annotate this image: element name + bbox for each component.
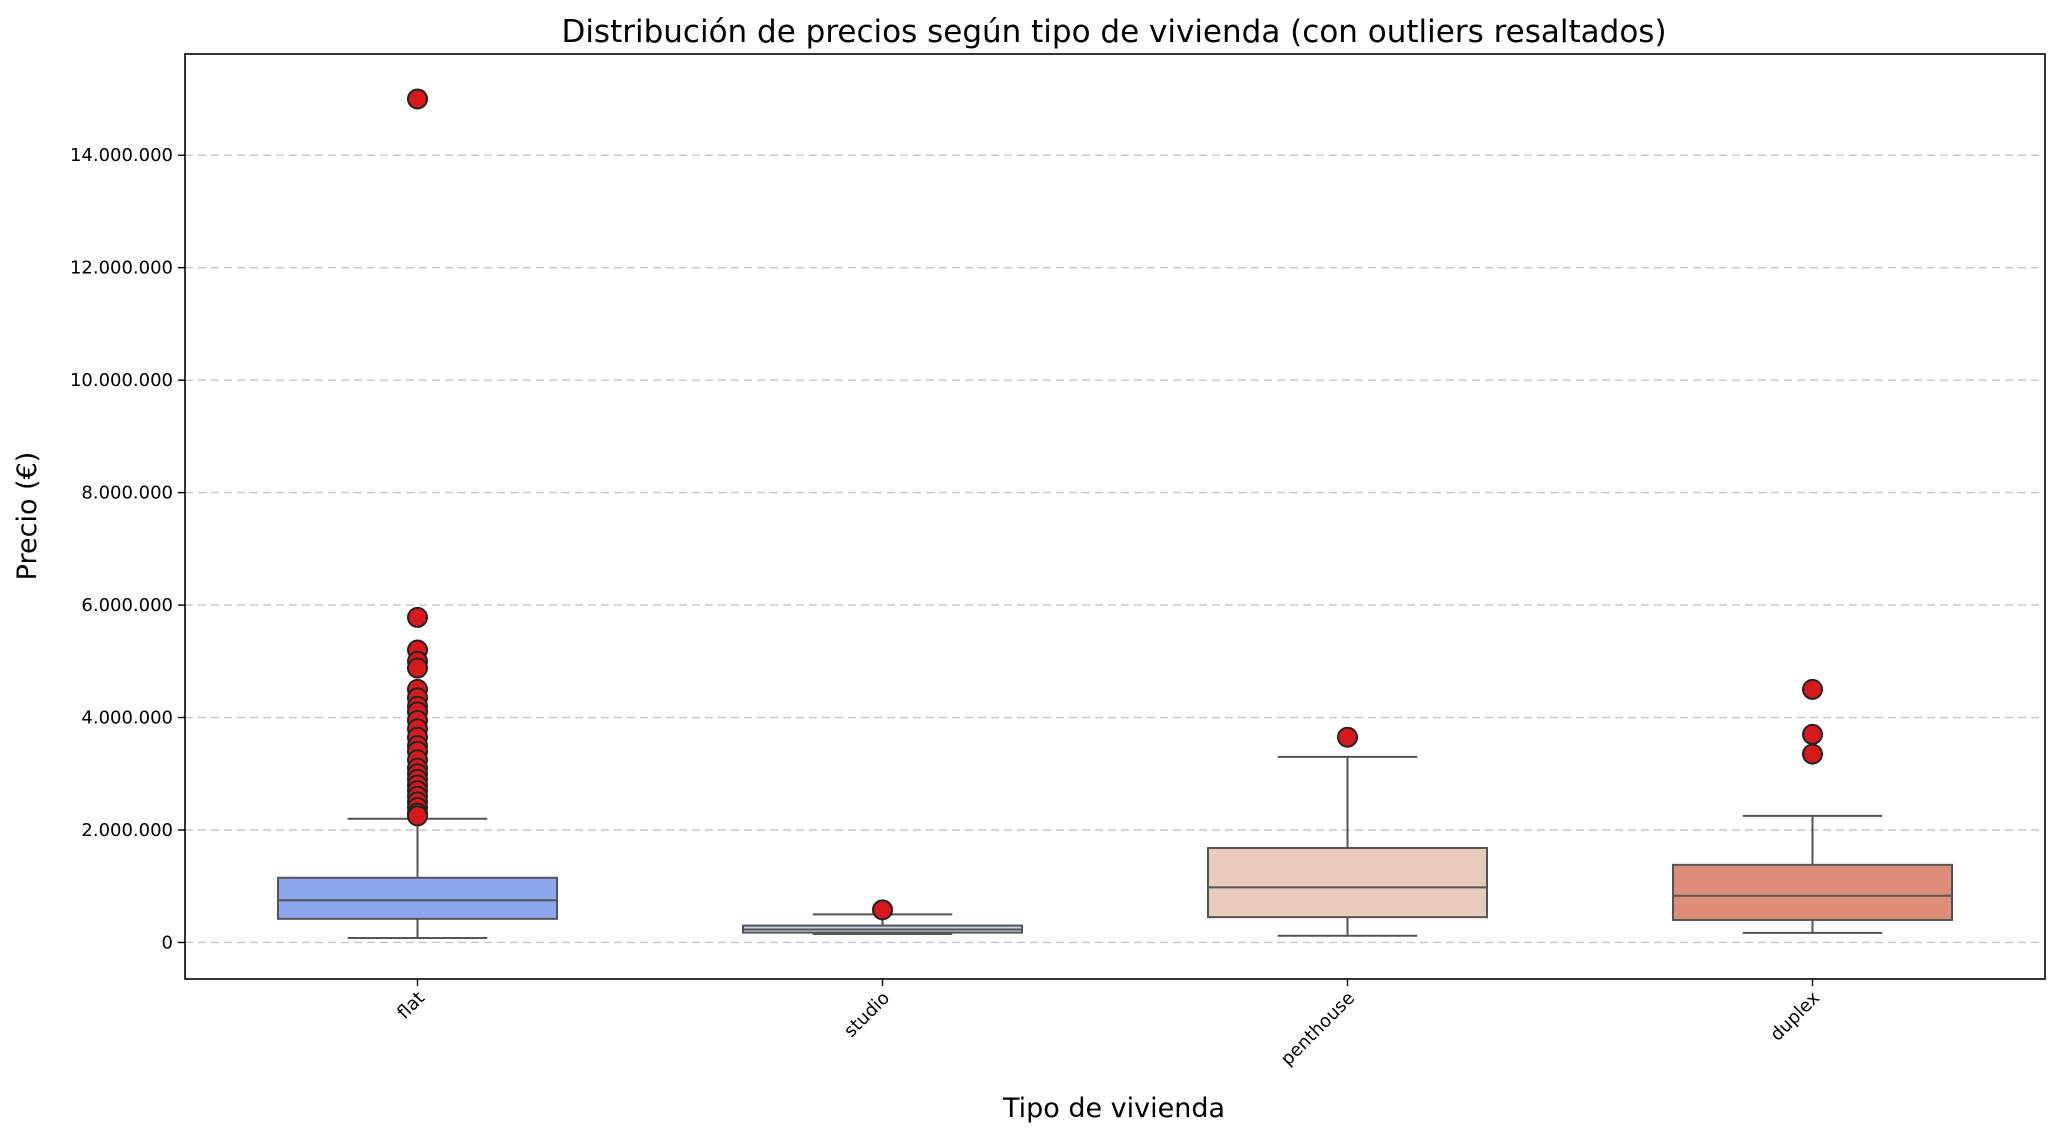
box-body [277,876,558,920]
y-tick-label: 10.000.000 [70,370,173,391]
outlier-point [407,606,428,628]
box-flat [277,88,558,939]
y-tick-label: 8.000.000 [81,483,173,504]
y-tick-label: 14.000.000 [70,145,173,166]
box-body [1672,863,1953,921]
box-body [1207,846,1488,919]
x-tick-label: flat [393,988,429,1024]
y-axis-ticks: 0 2.000.000 4.000.000 6.000.000 8.000.000 10.… [70,145,185,953]
y-tick-label: 4.000.000 [81,708,173,729]
y-tick-label: 2.000.000 [81,820,173,841]
grid-lines [185,154,2045,944]
x-axis-label: Tipo de vivienda [1002,1093,1225,1124]
box-penthouse [1207,726,1488,937]
outlier-point [407,88,428,110]
outlier-point [407,657,428,679]
box-duplex [1672,678,1953,934]
outlier-point [1802,678,1823,700]
plot-frame [184,53,2046,980]
x-tick-label: penthouse [1277,988,1359,1070]
y-axis-label: Precio (€) [12,452,43,581]
outlier-point [1802,743,1823,765]
chart-title: Distribución de precios según tipo de vi… [561,14,1666,50]
outlier-point [1802,723,1823,745]
outlier-point [872,899,893,921]
x-tick-label: duplex [1766,987,1824,1045]
y-tick-label: 6.000.000 [81,595,173,616]
box-studio [742,899,1023,936]
y-tick-label: 12.000.000 [70,258,173,279]
x-axis-ticks: flat studio penthouse duplex [393,979,1824,1070]
boxes [277,88,1953,939]
y-tick-label: 0 [162,932,173,953]
x-tick-label: studio [840,988,894,1042]
outlier-point [1337,726,1358,748]
outlier-point [407,805,428,827]
